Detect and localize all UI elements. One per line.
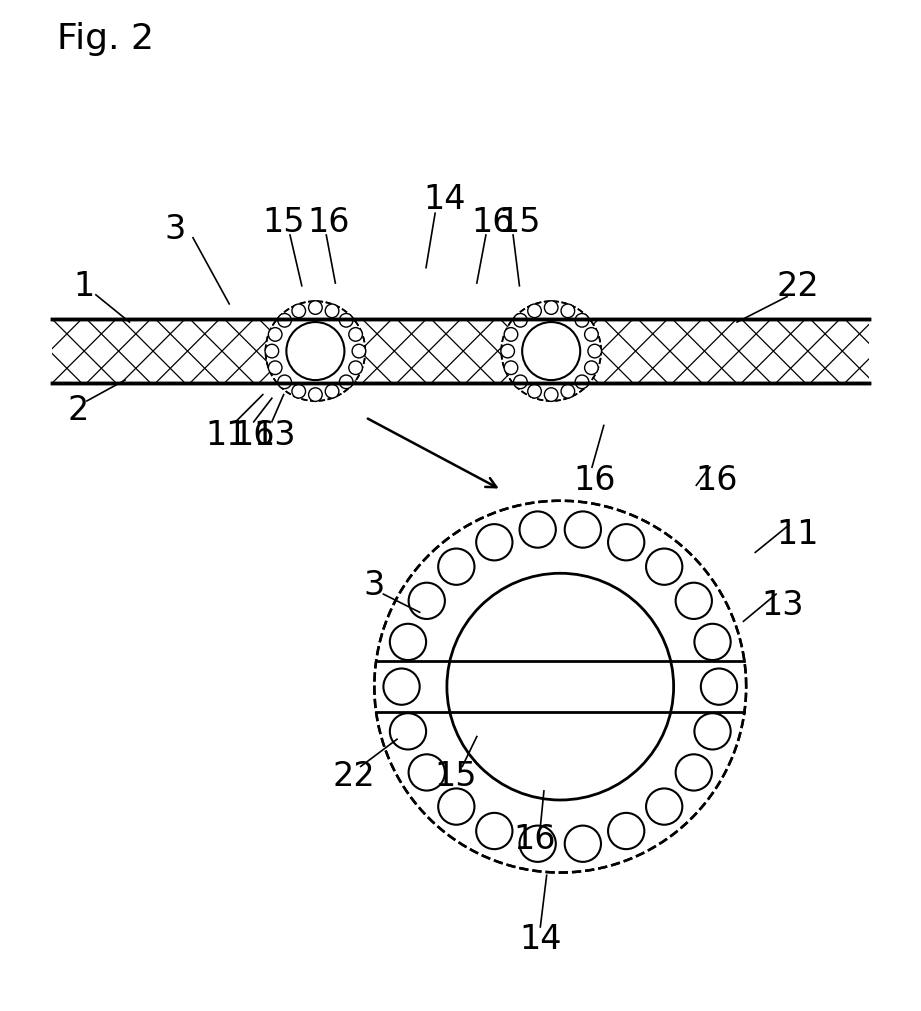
Circle shape (476, 525, 512, 561)
Circle shape (608, 525, 645, 561)
Text: 13: 13 (761, 588, 804, 622)
Circle shape (268, 328, 282, 342)
Circle shape (375, 501, 745, 871)
Text: 3: 3 (164, 212, 185, 246)
Circle shape (292, 304, 306, 318)
Circle shape (447, 573, 673, 800)
Text: 13: 13 (253, 419, 296, 451)
Text: 11: 11 (205, 419, 248, 451)
Circle shape (514, 375, 527, 389)
Circle shape (608, 813, 645, 849)
Text: 16: 16 (574, 464, 616, 496)
Text: 16: 16 (308, 206, 350, 240)
Circle shape (278, 313, 291, 328)
Circle shape (565, 512, 601, 548)
Circle shape (576, 313, 589, 328)
Text: 1: 1 (74, 270, 95, 302)
Text: 2: 2 (67, 394, 88, 427)
Circle shape (265, 345, 279, 358)
Circle shape (266, 302, 365, 400)
Circle shape (352, 345, 366, 358)
Circle shape (701, 668, 737, 705)
Text: 15: 15 (262, 206, 305, 240)
Text: 16: 16 (514, 823, 556, 855)
Circle shape (561, 304, 575, 318)
Circle shape (528, 385, 542, 398)
Circle shape (514, 313, 527, 328)
Circle shape (694, 714, 730, 749)
Circle shape (544, 388, 558, 401)
Circle shape (504, 328, 518, 342)
Text: 16: 16 (471, 206, 514, 240)
Circle shape (409, 754, 445, 791)
Circle shape (476, 813, 512, 849)
Circle shape (292, 385, 306, 398)
Circle shape (339, 375, 353, 389)
Text: 22: 22 (776, 270, 820, 302)
Circle shape (501, 345, 515, 358)
Circle shape (646, 549, 682, 585)
Circle shape (286, 323, 344, 380)
Circle shape (522, 323, 580, 380)
Text: 14: 14 (423, 183, 465, 215)
Text: 11: 11 (776, 518, 819, 551)
Circle shape (646, 789, 682, 825)
Circle shape (694, 624, 730, 660)
Text: 14: 14 (519, 922, 562, 955)
Circle shape (325, 385, 339, 398)
Text: 3: 3 (364, 569, 385, 602)
Text: 16: 16 (695, 464, 738, 496)
Circle shape (588, 345, 601, 358)
Circle shape (502, 302, 600, 400)
Circle shape (390, 624, 426, 660)
Text: 16: 16 (232, 419, 275, 451)
Circle shape (544, 301, 558, 314)
Circle shape (561, 385, 575, 398)
Circle shape (339, 313, 353, 328)
Circle shape (309, 388, 322, 401)
Circle shape (349, 328, 362, 342)
Circle shape (409, 583, 445, 619)
Text: 22: 22 (332, 759, 375, 793)
Circle shape (519, 512, 555, 548)
Circle shape (676, 583, 712, 619)
Text: Fig. 2: Fig. 2 (57, 21, 154, 56)
Circle shape (438, 789, 474, 825)
Circle shape (309, 301, 322, 314)
Circle shape (576, 375, 589, 389)
Circle shape (504, 361, 518, 375)
Text: 15: 15 (498, 206, 541, 240)
Circle shape (528, 304, 542, 318)
Circle shape (519, 826, 555, 862)
Circle shape (268, 361, 282, 375)
Text: 15: 15 (435, 759, 477, 793)
Circle shape (325, 304, 339, 318)
Circle shape (278, 375, 291, 389)
Circle shape (565, 826, 601, 862)
Circle shape (390, 714, 426, 749)
Circle shape (676, 754, 712, 791)
Circle shape (383, 668, 420, 705)
Circle shape (447, 573, 673, 800)
Circle shape (349, 361, 362, 375)
Circle shape (438, 549, 474, 585)
Circle shape (585, 361, 599, 375)
Circle shape (585, 328, 599, 342)
